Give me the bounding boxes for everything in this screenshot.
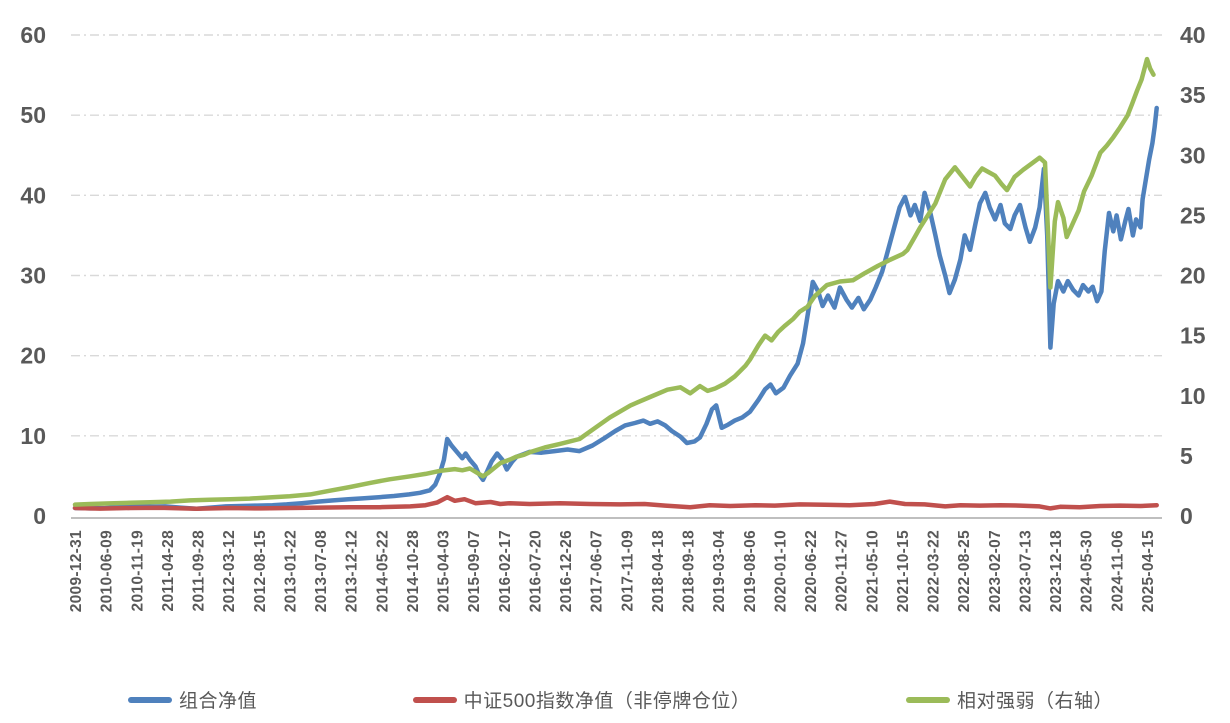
chart-legend: 组合净值 中证500指数净值（非停牌仓位） 相对强弱（右轴） bbox=[128, 686, 1113, 713]
right-axis-tick-label: 10 bbox=[1180, 383, 1206, 409]
x-axis-date-label: 2015-04-03 bbox=[436, 530, 453, 612]
x-axis-date-label: 2017-11-09 bbox=[619, 530, 636, 612]
x-axis-date-label: 2014-10-28 bbox=[405, 530, 422, 612]
x-axis-date-label: 2023-07-13 bbox=[1018, 530, 1035, 612]
right-axis-tick-label: 0 bbox=[1180, 503, 1193, 529]
x-axis-date-label: 2013-01-22 bbox=[282, 530, 299, 612]
x-axis-date-label: 2021-10-15 bbox=[895, 530, 912, 612]
left-axis-tick-label: 0 bbox=[33, 503, 46, 529]
x-axis-date-label: 2012-03-12 bbox=[221, 530, 238, 612]
left-axis-tick-label: 60 bbox=[20, 22, 46, 48]
legend-item-csi500: 中证500指数净值（非停牌仓位） bbox=[412, 686, 751, 713]
right-axis-tick-label: 25 bbox=[1180, 202, 1206, 228]
x-axis-date-label: 2024-11-06 bbox=[1109, 530, 1126, 612]
left-axis-tick-label: 10 bbox=[20, 423, 46, 449]
x-axis-date-label: 2013-12-12 bbox=[344, 530, 361, 612]
legend-item-portfolio: 组合净值 bbox=[128, 686, 257, 713]
x-axis-date-label: 2020-06-22 bbox=[803, 530, 820, 612]
x-axis-date-label: 2009-12-31 bbox=[68, 530, 85, 612]
x-axis-date-label: 2020-11-27 bbox=[834, 530, 851, 611]
x-axis-date-label: 2015-09-07 bbox=[466, 530, 483, 612]
x-axis-date-label: 2011-09-28 bbox=[191, 530, 208, 612]
x-axis-date-label: 2024-05-30 bbox=[1079, 530, 1096, 612]
x-axis-date-label: 2023-02-07 bbox=[987, 530, 1004, 612]
legend-label-csi500: 中证500指数净值（非停牌仓位） bbox=[463, 691, 751, 712]
x-axis-date-label: 2022-08-25 bbox=[956, 530, 973, 612]
x-axis-date-label: 2018-04-18 bbox=[650, 530, 667, 612]
relative-strength-line bbox=[72, 56, 1156, 507]
portfolio-nav-line bbox=[72, 105, 1159, 512]
right-axis-tick-label: 5 bbox=[1180, 443, 1193, 469]
csi500-nav-line bbox=[72, 494, 1159, 512]
right-axis-tick-label: 35 bbox=[1180, 82, 1206, 108]
x-axis-date-label: 2011-04-28 bbox=[160, 530, 177, 612]
right-axis-tick-label: 30 bbox=[1180, 142, 1206, 168]
x-axis-date-label: 2017-06-07 bbox=[589, 530, 606, 612]
legend-label-portfolio: 组合净值 bbox=[179, 691, 258, 712]
x-axis-date-label: 2016-07-20 bbox=[527, 530, 544, 612]
x-axis-date-label: 2010-11-19 bbox=[129, 530, 146, 612]
right-axis-tick-label: 40 bbox=[1180, 22, 1206, 48]
relative-strength-line-swatch bbox=[905, 696, 950, 703]
right-axis-tick-label: 15 bbox=[1180, 323, 1206, 349]
legend-label-relative-strength: 相对强弱（右轴） bbox=[956, 691, 1113, 712]
x-axis-date-label: 2022-03-22 bbox=[926, 530, 943, 612]
x-axis-date-label: 2010-06-09 bbox=[99, 530, 116, 612]
x-axis-date-label: 2014-05-22 bbox=[374, 530, 391, 612]
x-axis-date-label: 2013-07-08 bbox=[313, 530, 330, 612]
x-axis-date-label: 2023-12-18 bbox=[1048, 530, 1065, 612]
x-axis-date-label: 2012-08-15 bbox=[252, 530, 269, 612]
legend-item-relative-strength: 相对强弱（右轴） bbox=[905, 686, 1113, 713]
x-axis-date-label: 2019-03-04 bbox=[711, 530, 728, 612]
left-axis-tick-label: 50 bbox=[20, 102, 46, 128]
x-axis-date-label: 2018-09-18 bbox=[681, 530, 698, 612]
left-axis-tick-label: 20 bbox=[20, 343, 46, 369]
x-axis-date-label: 2020-01-10 bbox=[773, 530, 790, 612]
x-axis-date-label: 2016-02-17 bbox=[497, 530, 514, 612]
right-axis-tick-label: 20 bbox=[1180, 263, 1206, 289]
csi500-line-swatch bbox=[412, 696, 457, 703]
x-axis-date-label: 2016-12-26 bbox=[558, 530, 575, 612]
left-axis-tick-label: 30 bbox=[20, 263, 46, 289]
x-axis-date-label: 2021-05-10 bbox=[864, 530, 881, 612]
x-axis-date-label: 2019-08-06 bbox=[742, 530, 759, 612]
left-axis-tick-label: 40 bbox=[20, 182, 46, 208]
portfolio-line-swatch bbox=[128, 696, 172, 703]
x-axis-date-label: 2025-04-15 bbox=[1140, 530, 1157, 612]
